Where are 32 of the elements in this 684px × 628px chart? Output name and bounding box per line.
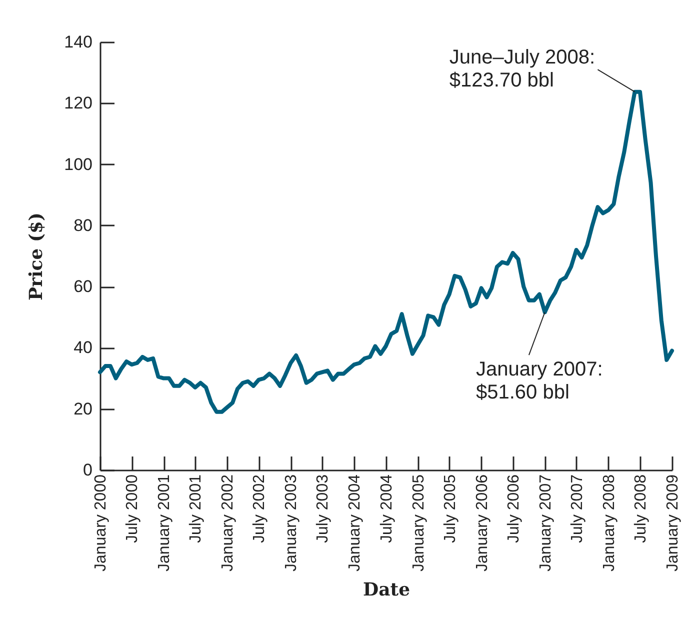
y-tick-label: 120 (64, 94, 92, 113)
y-tick-label: 140 (64, 32, 92, 52)
x-tick-label: January 2003 (283, 474, 300, 572)
y-tick-label: 0 (83, 460, 92, 480)
x-axis-title: Date (362, 579, 410, 600)
x-tick-label: January 2002 (220, 474, 237, 572)
x-tick-label: January 2005 (410, 474, 428, 572)
x-tick-label: July 2003 (314, 474, 332, 543)
x-tick-label: January 2007 (537, 474, 554, 572)
x-tick-label: July 2002 (251, 474, 268, 543)
x-tick-label: July 2005 (442, 474, 459, 543)
x-tick-label: January 2001 (156, 474, 174, 572)
y-axis-title: Price ($) (26, 212, 48, 301)
x-tick-label: July 2007 (568, 474, 586, 543)
x-tick-label: July 2001 (188, 474, 205, 543)
line-series (98, 90, 674, 414)
x-tick-label: July 2006 (505, 474, 522, 543)
x-tick-label: January 2006 (474, 474, 491, 572)
y-tick-label: 100 (64, 154, 92, 174)
x-tick-label: January 2000 (92, 474, 110, 572)
annotation: June–July 2008: $123.70 bbl (449, 46, 596, 92)
x-tick-label: January 2009 (664, 474, 682, 572)
y-tick-label: 40 (74, 338, 92, 358)
x-tick-label: July 2008 (632, 474, 650, 543)
x-tick-label: July 2004 (378, 474, 396, 543)
y-tick-label: 20 (74, 399, 92, 418)
x-tick-label: July 2000 (124, 474, 142, 543)
x-tick-label: January 2008 (600, 474, 618, 572)
y-tick-label: 60 (74, 277, 92, 296)
x-tick-label: January 2004 (346, 474, 364, 572)
y-tick-label: 80 (74, 216, 92, 235)
annotation: January 2007: $51.60 bbl (476, 358, 603, 404)
